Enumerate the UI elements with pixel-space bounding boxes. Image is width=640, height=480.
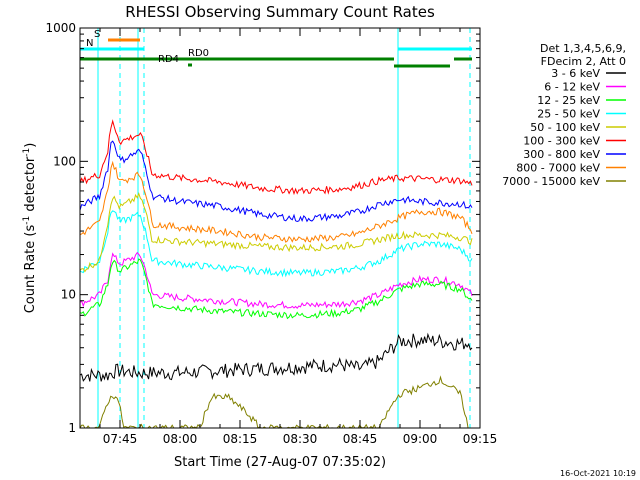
y-axis-ticks: 1 10 100 1000: [45, 21, 480, 435]
y-axis-label-middle: detector: [23, 156, 38, 216]
attenuator-state-bars: SN RD0 RD4: [80, 29, 472, 68]
legend-label-7: 800 - 7000 keV: [516, 162, 600, 175]
legend: Det 1,3,4,5,6,9,FDecim 2, Att 03 - 6 keV…: [502, 42, 626, 188]
x-tick-label-1: 08:00: [163, 432, 198, 446]
series-lines: [79, 119, 473, 429]
x-axis-ticks: 07:45 08:00 08:15 08:30 08:45 09:00 09:15: [79, 28, 498, 446]
state-bar-label-0: S: [94, 29, 100, 40]
x-tick-label-4: 08:45: [343, 432, 378, 446]
y-tick-label-3: 1000: [45, 21, 76, 35]
x-tick-label-2: 08:15: [223, 432, 258, 446]
legend-label-1: 6 - 12 keV: [544, 81, 600, 94]
series-line-4: [79, 192, 473, 273]
legend-header-0: Det 1,3,4,5,6,9,: [540, 42, 626, 55]
legend-label-3: 25 - 50 keV: [537, 108, 600, 121]
y-axis-label-end: ): [23, 143, 38, 148]
state-bar-label-1: N: [86, 38, 93, 49]
y-axis-label: Count Rate (s-1 detector-1): [22, 143, 38, 314]
x-axis-label: Start Time (27-Aug-07 07:35:02): [174, 455, 386, 470]
series-line-3: [79, 210, 473, 278]
legend-label-6: 300 - 800 keV: [523, 148, 600, 161]
series-line-2: [79, 258, 473, 320]
legend-header-1: FDecim 2, Att 0: [541, 55, 626, 68]
y-tick-label-1: 10: [61, 288, 76, 302]
legend-label-2: 12 - 25 keV: [537, 94, 600, 107]
y-axis-label-main: Count Rate (s: [23, 225, 38, 314]
x-tick-label-3: 08:30: [283, 432, 318, 446]
y-axis-label-sup-2: -1: [22, 148, 32, 157]
y-axis-label-sup-1: -1: [22, 216, 32, 225]
state-bar-label-6: RD4: [158, 54, 179, 65]
legend-label-8: 7000 - 15000 keV: [502, 175, 600, 188]
x-tick-label-5: 09:00: [403, 432, 438, 446]
series-line-7: [79, 160, 473, 243]
x-tick-label-0: 07:45: [103, 432, 138, 446]
chart-title: RHESSI Observing Summary Count Rates: [125, 3, 435, 21]
series-line-6: [79, 140, 473, 223]
plot-frame: [79, 27, 481, 429]
legend-label-0: 3 - 6 keV: [551, 67, 600, 80]
y-tick-label-2: 100: [53, 154, 76, 168]
chart-background: [97, 28, 471, 428]
state-bar-label-3: RD0: [188, 48, 209, 59]
x-tick-label-6: 09:15: [463, 432, 498, 446]
series-line-5: [79, 119, 473, 196]
legend-label-4: 50 - 100 keV: [530, 121, 600, 134]
series-line-0: [79, 332, 473, 382]
legend-label-5: 100 - 300 keV: [523, 135, 600, 148]
timestamp-label: 16-Oct-2021 10:19: [560, 469, 636, 478]
series-line-1: [79, 251, 473, 309]
y-tick-label-0: 1: [68, 421, 76, 435]
